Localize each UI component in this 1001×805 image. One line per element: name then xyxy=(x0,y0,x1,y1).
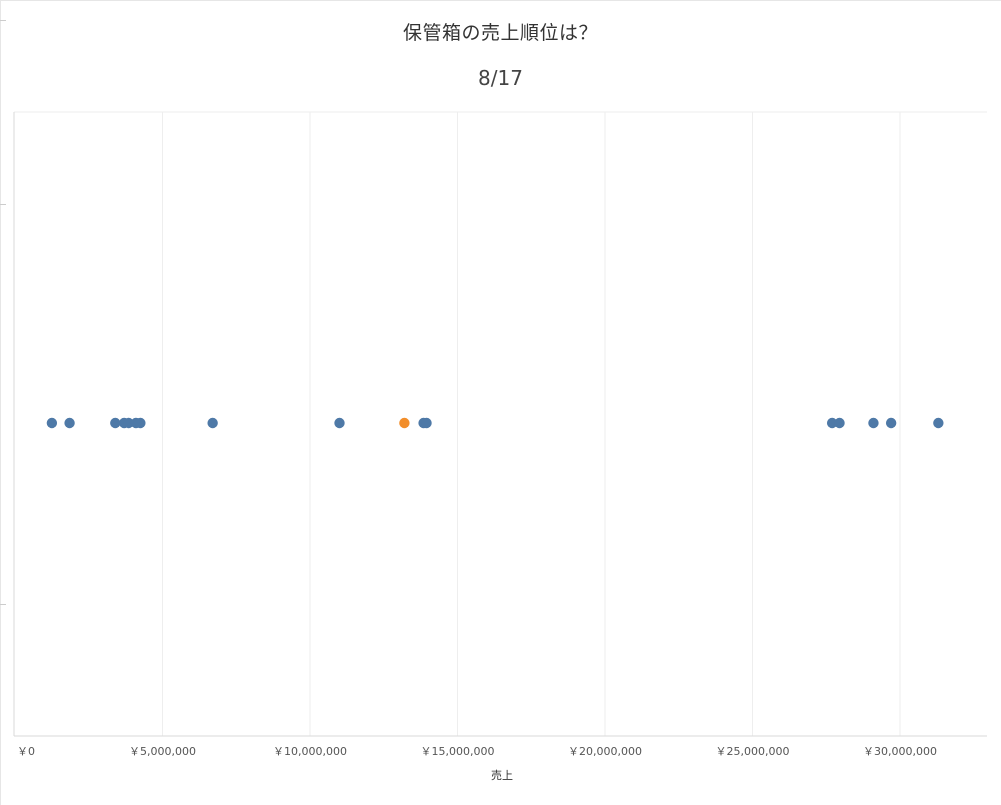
x-tick-label: ￥25,000,000 xyxy=(716,745,790,758)
data-point[interactable] xyxy=(207,417,218,429)
data-point[interactable] xyxy=(834,417,845,429)
chart-subtitle: 8/17 xyxy=(478,66,523,90)
x-axis-title: 売上 xyxy=(491,769,513,782)
data-point[interactable] xyxy=(123,417,134,429)
row-tick xyxy=(0,20,6,21)
row-tick xyxy=(0,604,6,605)
x-tick-label: ￥10,000,000 xyxy=(273,745,347,758)
data-point[interactable] xyxy=(933,417,944,429)
x-tick-label: ￥15,000,000 xyxy=(421,745,495,758)
data-point[interactable] xyxy=(421,417,432,429)
data-point[interactable] xyxy=(64,417,75,429)
x-tick-labels: ￥0 ￥5,000,000 ￥10,000,000 ￥15,000,000 ￥20,00… xyxy=(17,745,937,758)
x-tick-label: ￥5,000,000 xyxy=(129,745,196,758)
top-border xyxy=(0,0,1001,1)
data-point[interactable] xyxy=(46,417,58,429)
x-tick-label: ￥0 xyxy=(17,745,35,758)
left-border xyxy=(0,0,1,805)
data-point[interactable] xyxy=(826,417,838,429)
data-point[interactable] xyxy=(334,417,345,429)
x-axis xyxy=(13,111,987,737)
grid-lines xyxy=(162,112,901,736)
x-tick-label: ￥30,000,000 xyxy=(863,745,937,758)
chart-title: 保管箱の売上順位は？ xyxy=(402,22,598,44)
data-points xyxy=(46,417,944,429)
x-tick-label: ￥20,000,000 xyxy=(568,745,642,758)
data-point[interactable] xyxy=(110,417,121,429)
row-tick xyxy=(0,204,6,205)
data-point[interactable] xyxy=(135,417,146,429)
data-point[interactable] xyxy=(885,417,897,429)
data-point[interactable] xyxy=(868,417,879,429)
highlighted-point[interactable] xyxy=(399,417,410,429)
